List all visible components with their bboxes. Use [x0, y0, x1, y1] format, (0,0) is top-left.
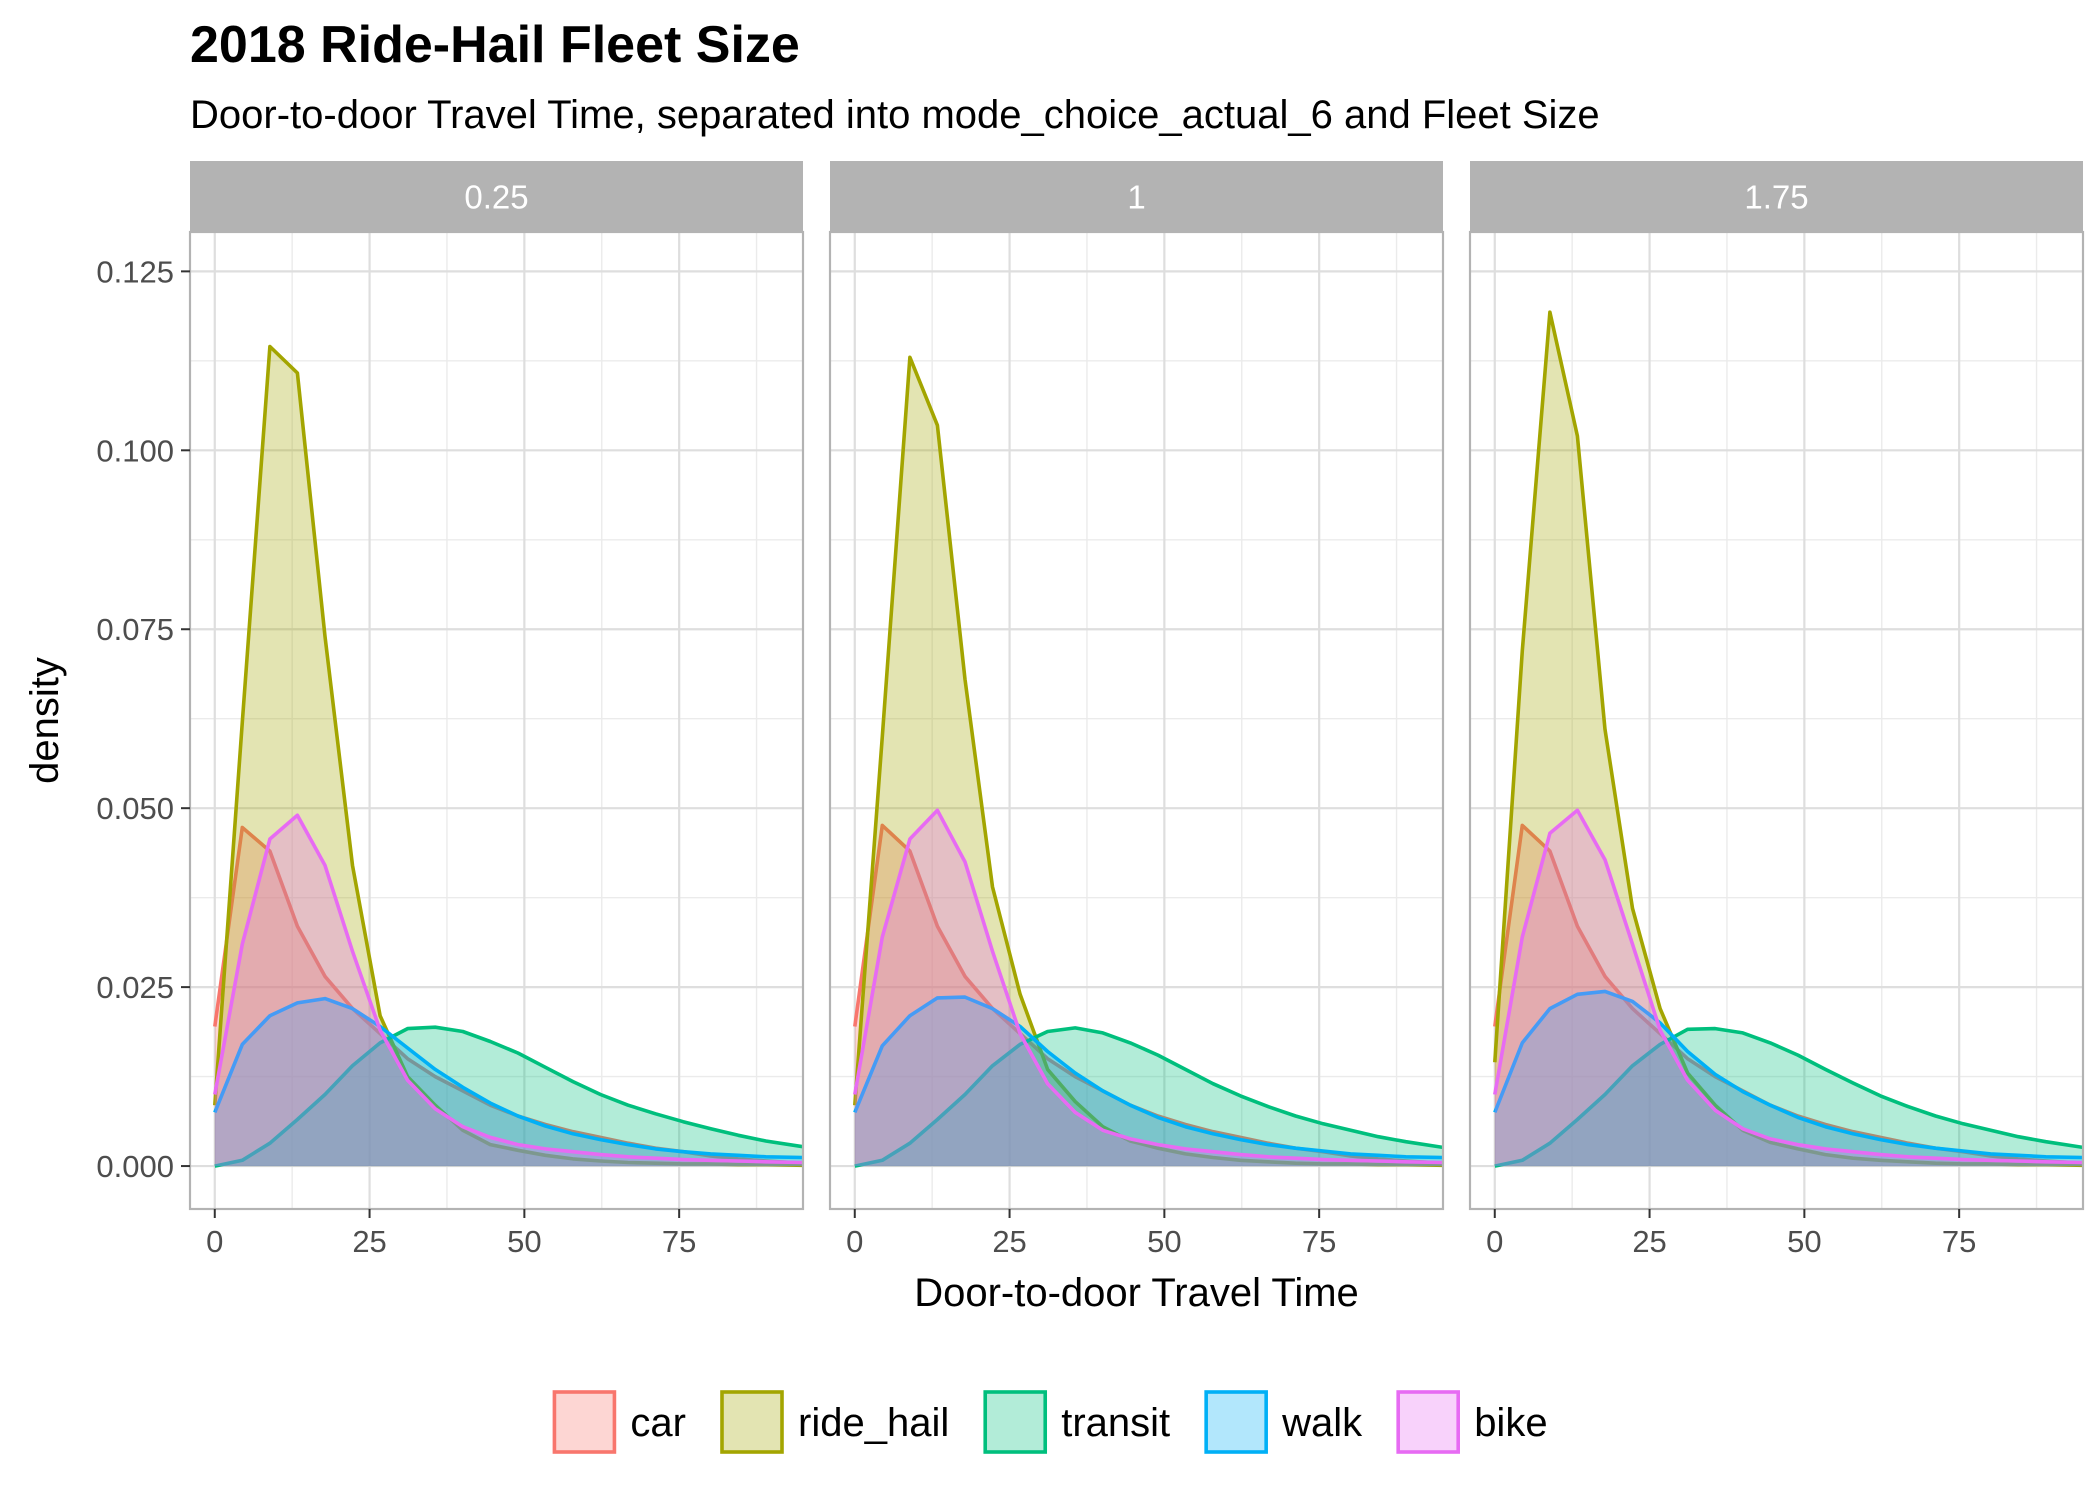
legend-label-bike: bike	[1474, 1401, 1547, 1445]
grid	[830, 232, 1443, 1209]
facet-strip	[1470, 161, 2083, 232]
density-line-walk	[1493, 989, 2083, 1160]
x-tick-label: 0	[1486, 1224, 1503, 1259]
facet-strip-label: 1.75	[1744, 179, 1808, 216]
y-tick-label: 0.050	[96, 791, 174, 826]
legend-label-walk: walk	[1281, 1401, 1363, 1445]
panel-border	[828, 230, 1445, 1211]
legend-key-car	[552, 1390, 617, 1454]
density-line-walk	[213, 996, 803, 1160]
density-area-car	[1494, 825, 2083, 1167]
facet-strip-label: 1	[1127, 179, 1145, 216]
panel-border	[188, 230, 805, 1211]
density-line-bike	[213, 813, 803, 1165]
density-line-ride_hail	[213, 344, 803, 1168]
density-area-transit	[1494, 1028, 2083, 1167]
density-line-ride_hail	[1493, 310, 2083, 1168]
y-axis: 0.000 0.025 0.050 0.075 0.100 0.125	[96, 254, 190, 1184]
density-line-walk	[853, 995, 1443, 1160]
facet-strip	[830, 161, 1443, 232]
grid	[1470, 232, 2083, 1209]
density-area-ride_hail	[214, 346, 803, 1167]
density-line-bike	[853, 808, 1443, 1165]
density-line-bike	[1493, 808, 2083, 1165]
legend-key-transit	[983, 1390, 1048, 1454]
panel-border	[1468, 230, 2085, 1211]
legend-key-ride_hail	[720, 1390, 784, 1454]
x-tick-label: 0	[846, 1224, 863, 1259]
x-tick-label: 25	[352, 1224, 386, 1259]
density-layer	[1493, 310, 2083, 1168]
legend-label-car: car	[630, 1401, 686, 1445]
y-tick-label: 0.000	[96, 1149, 174, 1184]
density-area-car	[214, 827, 803, 1167]
legend-item-car: car	[552, 1390, 686, 1454]
legend-item-ride_hail: ride_hail	[720, 1390, 949, 1454]
y-axis-title: density	[23, 657, 67, 784]
density-line-ride_hail	[853, 355, 1443, 1168]
density-area-transit	[214, 1027, 803, 1167]
y-tick-label: 0.125	[96, 254, 174, 289]
y-tick-label: 0.075	[96, 612, 174, 647]
x-tick-label: 50	[507, 1224, 541, 1259]
density-line-transit	[1494, 1026, 2083, 1168]
x-tick-label: 75	[1302, 1224, 1336, 1259]
legend-item-transit: transit	[983, 1390, 1170, 1454]
density-line-transit	[854, 1026, 1443, 1168]
x-tick-label: 25	[992, 1224, 1026, 1259]
x-tick-label: 0	[206, 1224, 223, 1259]
legend-key-walk	[1204, 1390, 1268, 1454]
legend-item-walk: walk	[1204, 1390, 1363, 1454]
x-tick-label: 75	[1942, 1224, 1976, 1259]
density-area-ride_hail	[1494, 312, 2083, 1167]
facet-strip-label: 0.25	[464, 179, 528, 216]
density-area-bike	[214, 815, 803, 1167]
density-layer	[853, 355, 1443, 1168]
chart-title: 2018 Ride-Hail Fleet Size	[190, 16, 800, 74]
density-area-walk	[214, 998, 803, 1167]
density-area-walk	[854, 997, 1443, 1167]
legend: car ride_hail transit walk bike	[552, 1390, 1548, 1454]
facet-panels: 0.25 0 25 50 75 1 0 25 50 75 1.75 0 25 50 75	[188, 161, 2085, 1259]
x-tick-label: 50	[1787, 1224, 1821, 1259]
density-area-car	[854, 825, 1443, 1167]
density-area-bike	[1494, 810, 2083, 1167]
x-tick-label: 75	[662, 1224, 696, 1259]
density-layer	[213, 344, 803, 1168]
y-tick-label: 0.100	[96, 433, 174, 468]
density-area-ride_hail	[854, 357, 1443, 1167]
x-tick-label: 50	[1147, 1224, 1181, 1259]
legend-key-bike	[1396, 1390, 1460, 1454]
legend-label-ride_hail: ride_hail	[798, 1401, 949, 1445]
facet-panel-2: 1.75 0 25 50 75	[1468, 161, 2085, 1259]
legend-label-transit: transit	[1061, 1401, 1170, 1445]
facet-panel-0: 0.25 0 25 50 75	[188, 161, 805, 1259]
y-tick-label: 0.025	[96, 970, 174, 1005]
density-area-transit	[854, 1027, 1443, 1167]
density-area-bike	[854, 810, 1443, 1167]
legend-item-bike: bike	[1396, 1390, 1548, 1454]
facet-panel-1: 1 0 25 50 75	[828, 161, 1445, 1259]
density-area-walk	[1494, 991, 2083, 1167]
grid	[190, 232, 803, 1209]
density-line-transit	[214, 1025, 803, 1168]
x-tick-label: 25	[1632, 1224, 1666, 1259]
x-axis-title: Door-to-door Travel Time	[914, 1271, 1359, 1315]
facet-strip	[190, 161, 803, 232]
chart-subtitle: Door-to-door Travel Time, separated into…	[190, 93, 1600, 137]
